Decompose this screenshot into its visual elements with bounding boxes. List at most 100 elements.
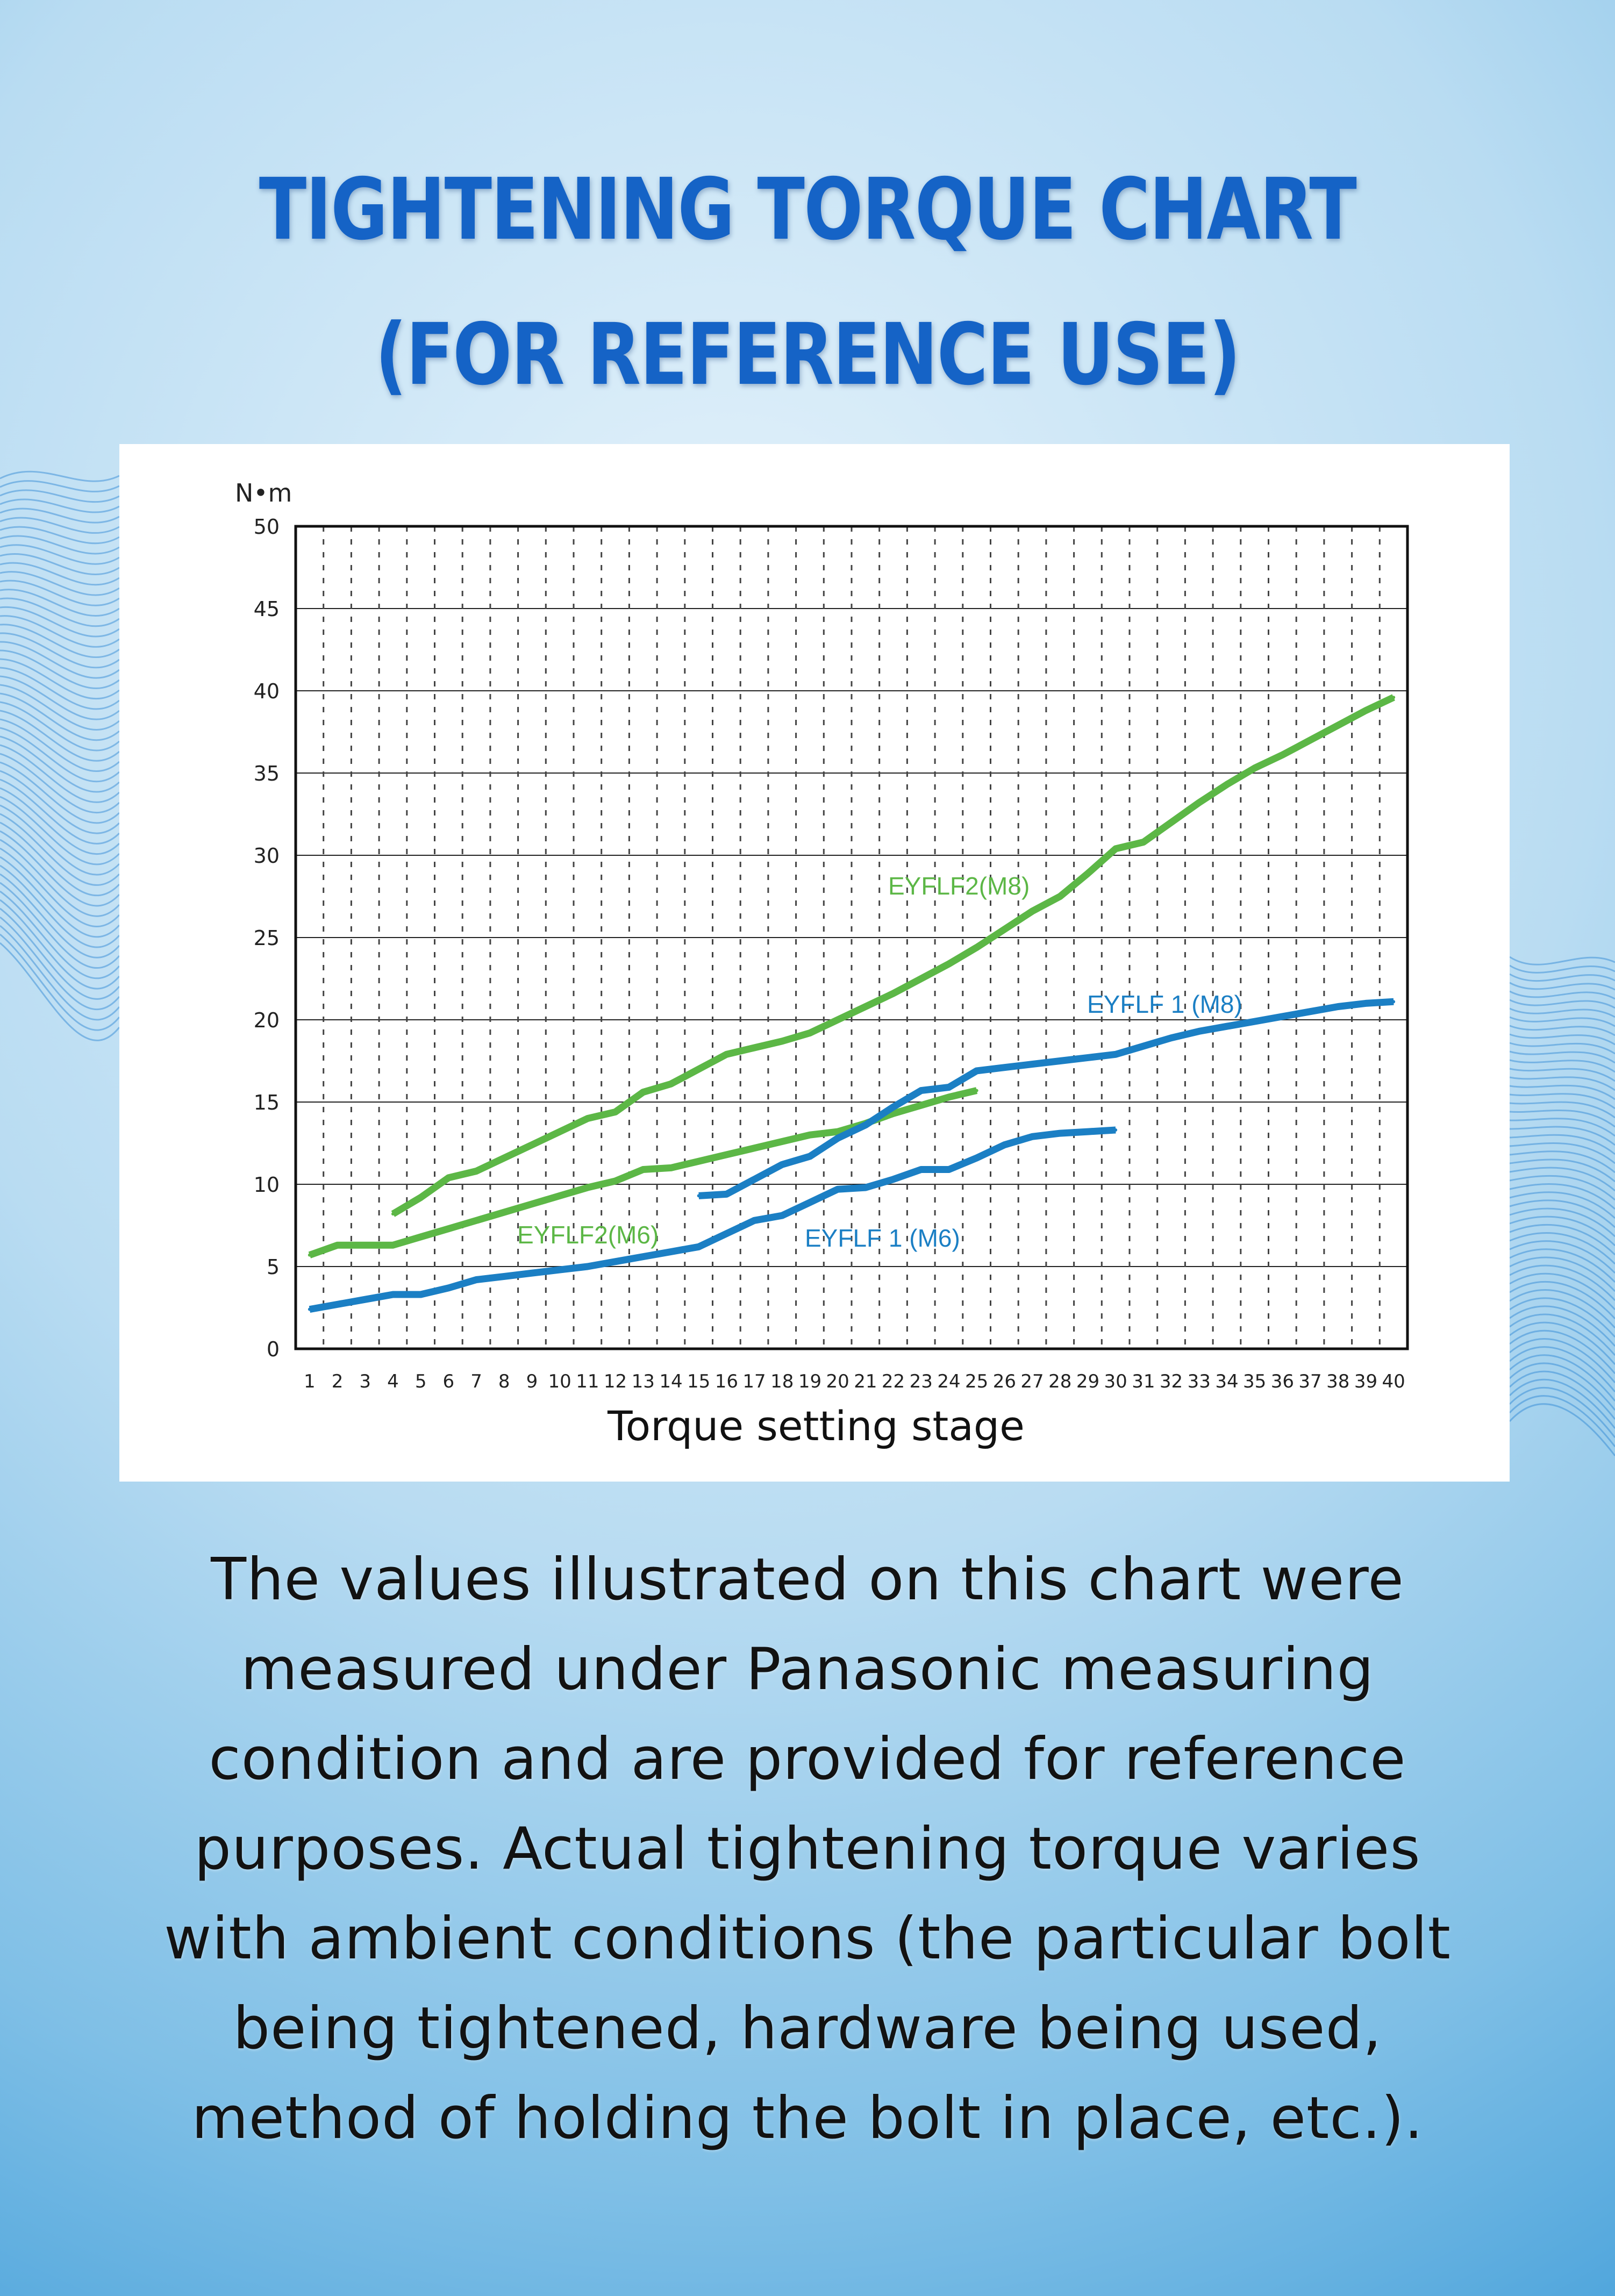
data-point <box>697 1245 701 1249</box>
wave-line <box>0 718 120 772</box>
series-label: EYFLF 1 (M8) <box>1087 990 1242 1018</box>
data-point <box>947 1085 951 1089</box>
wave-line <box>0 710 120 762</box>
wave-line <box>0 649 120 689</box>
x-tick-label-35: 35 <box>1243 1371 1266 1392</box>
x-tick-label-17: 17 <box>742 1371 766 1392</box>
data-point <box>863 1123 867 1127</box>
wave-line <box>1509 1387 1615 1438</box>
data-point <box>697 1160 701 1163</box>
x-tick-label-19: 19 <box>798 1371 821 1392</box>
data-point <box>585 1265 589 1268</box>
wave-line <box>1509 1199 1615 1228</box>
x-tick-label-12: 12 <box>604 1371 627 1392</box>
wave-line <box>1509 1175 1615 1201</box>
data-point <box>1392 696 1396 699</box>
wave-line <box>1509 1167 1615 1192</box>
wave-line <box>0 873 120 959</box>
data-point <box>475 1219 478 1222</box>
data-point <box>891 992 895 996</box>
chart-panel: 0 5 10 15 20 25 30 35 40 45 50 1 2 3 4 5 6 7 8 9 10 11 12 13 14 1… <box>119 444 1510 1482</box>
data-point <box>1003 1065 1006 1069</box>
data-point <box>613 1179 617 1183</box>
y-tick-label-25: 25 <box>254 926 280 950</box>
wave-line <box>1509 1134 1615 1155</box>
data-point <box>530 1271 534 1275</box>
y-tick-label-40: 40 <box>254 679 280 703</box>
series-line <box>309 1126 1116 1313</box>
wave-line <box>1509 1378 1615 1429</box>
wave-line <box>1509 1272 1615 1311</box>
wave-line <box>0 526 120 545</box>
wave-line <box>1509 1305 1615 1347</box>
wave-line <box>1509 982 1615 991</box>
data-point <box>1114 1128 1118 1132</box>
series-eyflf-1-m6-: EYFLF 1 (M6) <box>308 1126 1118 1313</box>
data-point <box>1336 1005 1340 1008</box>
wave-line <box>0 480 120 492</box>
data-point <box>335 1303 339 1306</box>
series-label: EYFLF2(M6) <box>517 1221 659 1249</box>
data-point <box>391 1293 395 1297</box>
data-point <box>891 1105 895 1109</box>
x-tick-label-32: 32 <box>1160 1371 1183 1392</box>
data-point <box>1281 1014 1284 1018</box>
wave-line <box>1509 1033 1615 1046</box>
wave-line <box>0 535 120 555</box>
wave-line <box>1509 999 1615 1009</box>
wave-line <box>1509 1264 1615 1301</box>
data-point <box>1058 1059 1062 1063</box>
wave-line <box>0 727 120 783</box>
wave-line <box>0 787 120 855</box>
data-point <box>1086 1130 1090 1134</box>
x-tick-label-4: 4 <box>387 1371 399 1392</box>
wave-line <box>0 498 120 513</box>
x-tick-label-16: 16 <box>715 1371 738 1392</box>
data-point <box>753 1046 756 1050</box>
data-point <box>919 1168 923 1171</box>
data-point <box>808 1031 812 1035</box>
data-point <box>1169 820 1173 824</box>
wave-line <box>0 658 120 699</box>
wave-line <box>1509 1281 1615 1320</box>
x-tick-label-13: 13 <box>632 1371 655 1392</box>
data-point <box>363 1298 367 1301</box>
data-point <box>641 1090 645 1094</box>
wave-line <box>0 933 120 1031</box>
data-point <box>1253 1020 1256 1024</box>
x-tick-label-23: 23 <box>910 1371 933 1392</box>
wave-line <box>1509 1207 1615 1238</box>
wave-line <box>1509 1084 1615 1100</box>
x-tick-label-5: 5 <box>415 1371 427 1392</box>
data-point <box>558 1194 562 1198</box>
x-tick-label-18: 18 <box>770 1371 794 1392</box>
series-line <box>698 998 1394 1199</box>
wave-line <box>0 864 120 948</box>
wave-line <box>1509 1150 1615 1174</box>
x-tick-label-21: 21 <box>854 1371 877 1392</box>
data-point <box>891 1112 895 1115</box>
data-point <box>585 1117 589 1120</box>
wave-line <box>1509 990 1615 1000</box>
wave-line <box>1509 1158 1615 1183</box>
data-point <box>836 1188 840 1191</box>
wave-line <box>1509 1215 1615 1247</box>
wave-line <box>1509 1232 1615 1265</box>
data-point <box>1141 1044 1145 1048</box>
wave-line <box>1509 964 1615 974</box>
wave-line <box>0 632 120 669</box>
wave-line <box>1509 1289 1615 1329</box>
wave-line <box>0 925 120 1021</box>
data-point <box>363 1243 367 1247</box>
data-point <box>725 1153 728 1156</box>
wave-line <box>0 770 120 834</box>
x-tick-label-26: 26 <box>993 1371 1016 1392</box>
wave-line <box>0 597 120 627</box>
data-point <box>308 1253 311 1257</box>
wave-line <box>0 847 120 927</box>
wave-line <box>0 675 120 720</box>
data-point <box>475 1278 478 1282</box>
data-point <box>1364 709 1368 712</box>
x-tick-label-28: 28 <box>1048 1371 1071 1392</box>
